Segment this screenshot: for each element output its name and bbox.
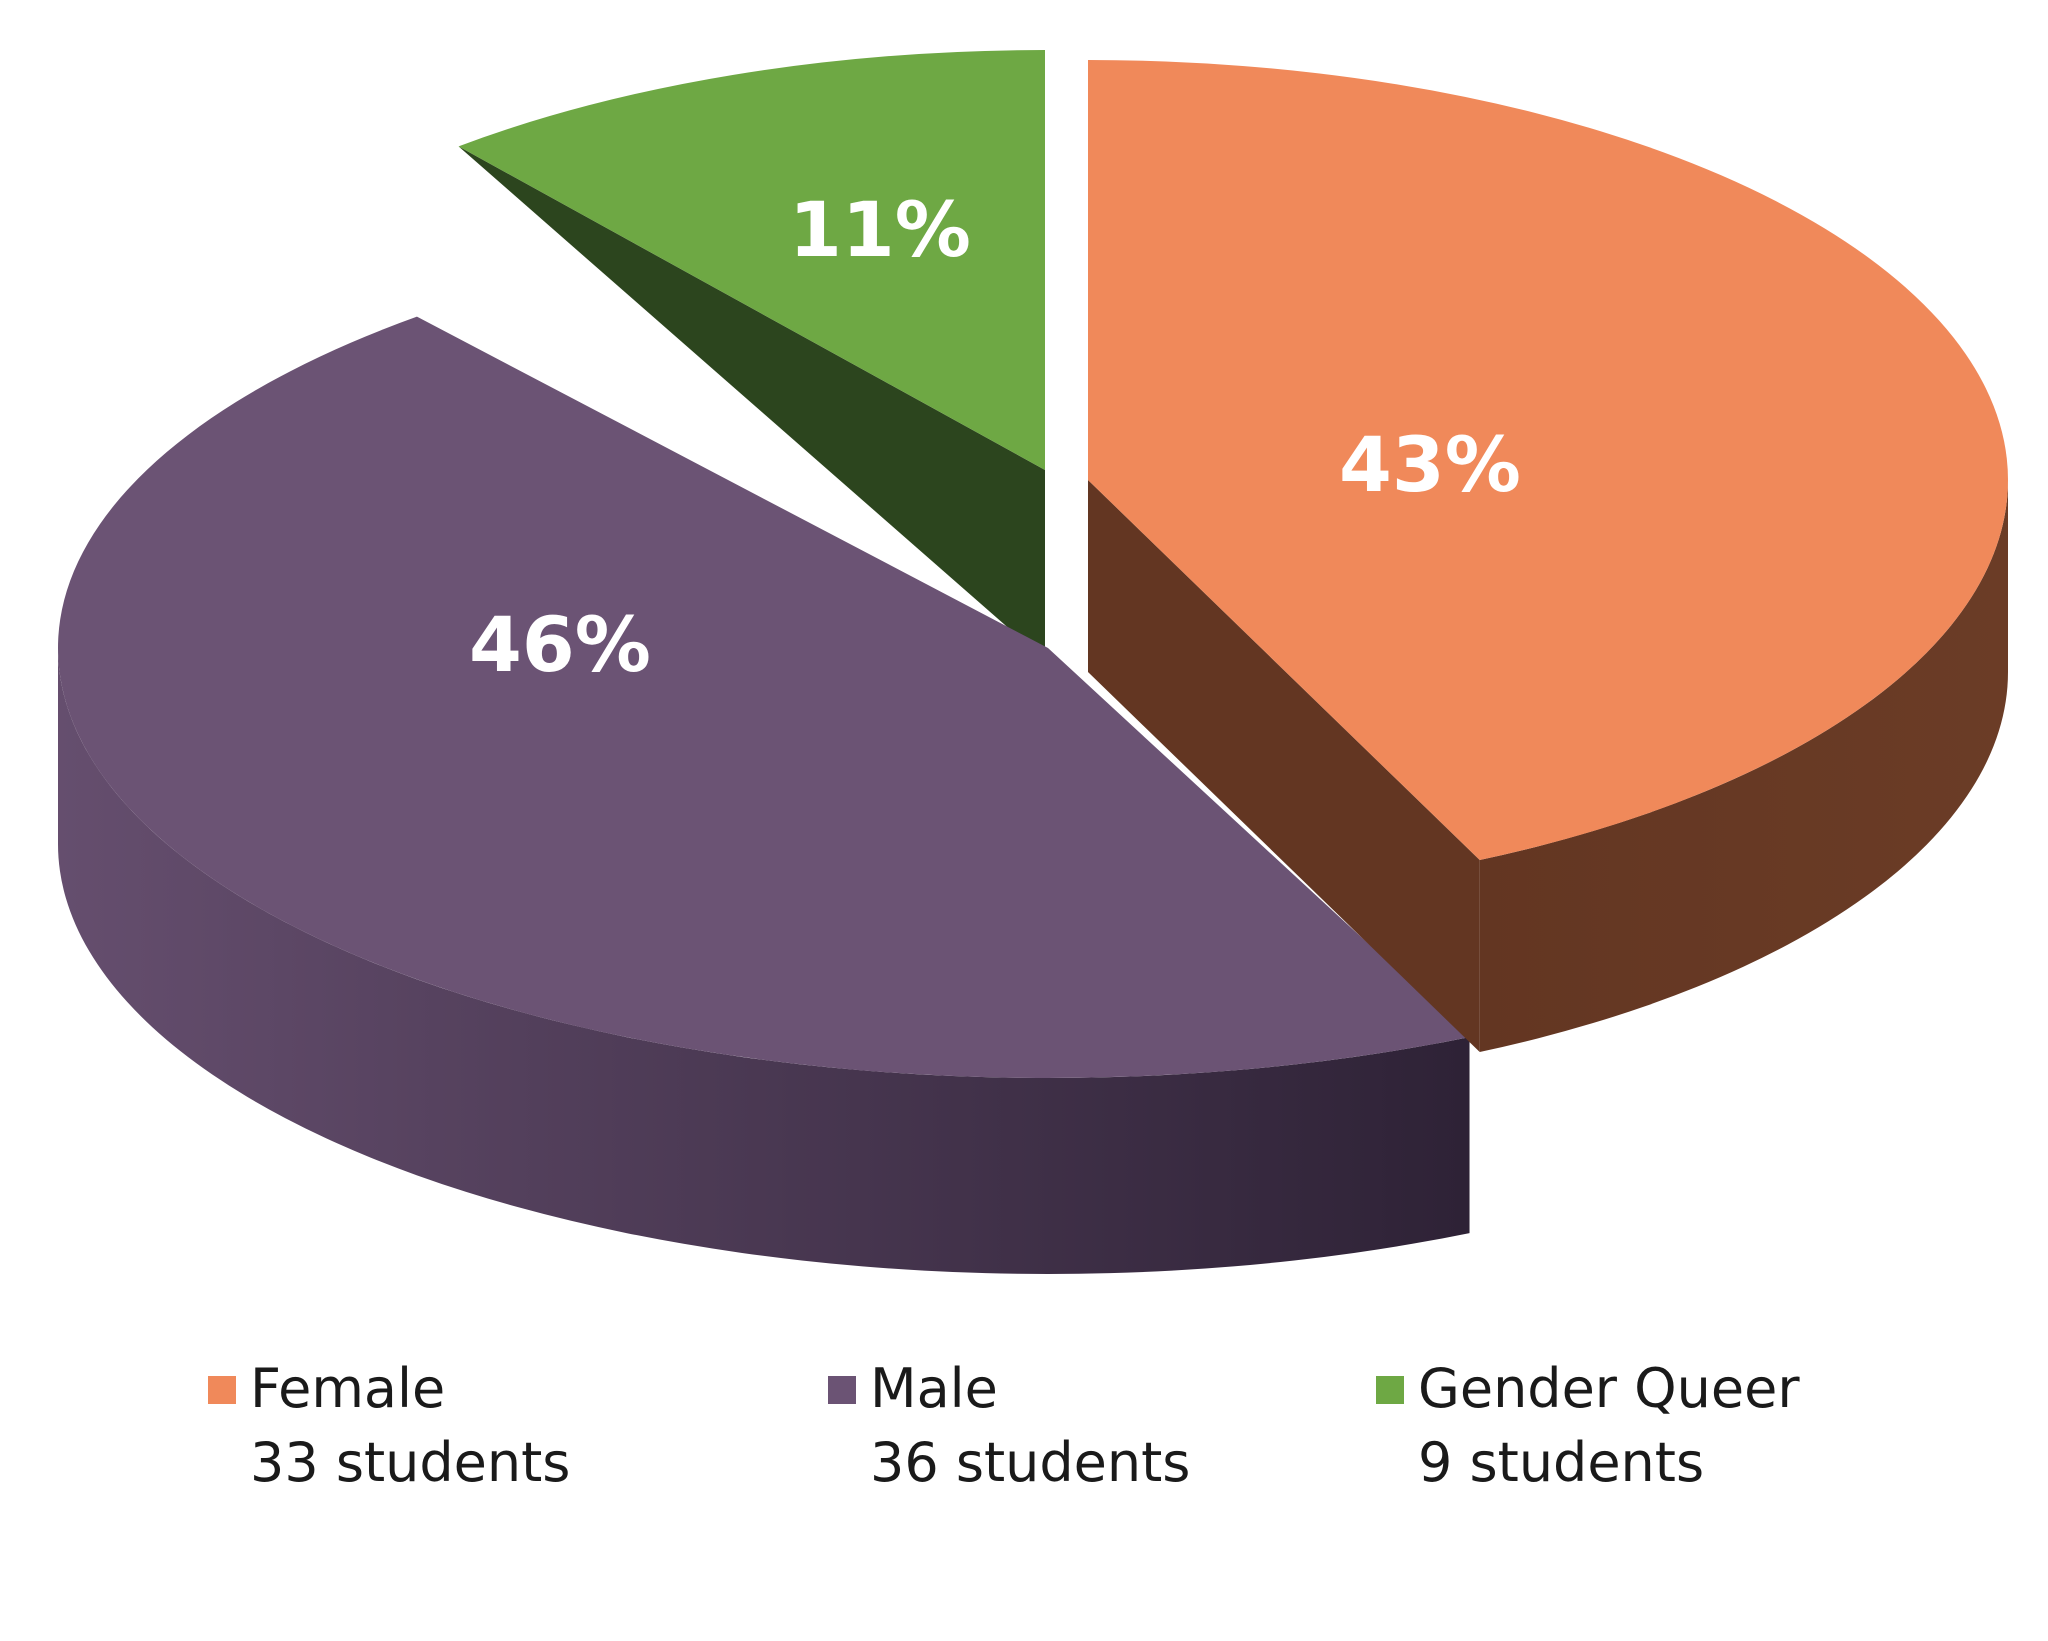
slice-side-male bbox=[58, 648, 1470, 1274]
slice-gender-queer bbox=[458, 50, 1045, 470]
slice-label-male: 46% bbox=[469, 600, 651, 689]
slice-side-gender-queer bbox=[458, 146, 1045, 660]
slice-male bbox=[57, 316, 1470, 1079]
slice-radial-female bbox=[1088, 480, 1480, 1053]
slice-female bbox=[1088, 60, 2008, 861]
slice-label-gender-queer: 11% bbox=[789, 185, 971, 274]
slice-side-female bbox=[1479, 480, 2008, 1053]
slice-label-female: 43% bbox=[1339, 420, 1521, 509]
